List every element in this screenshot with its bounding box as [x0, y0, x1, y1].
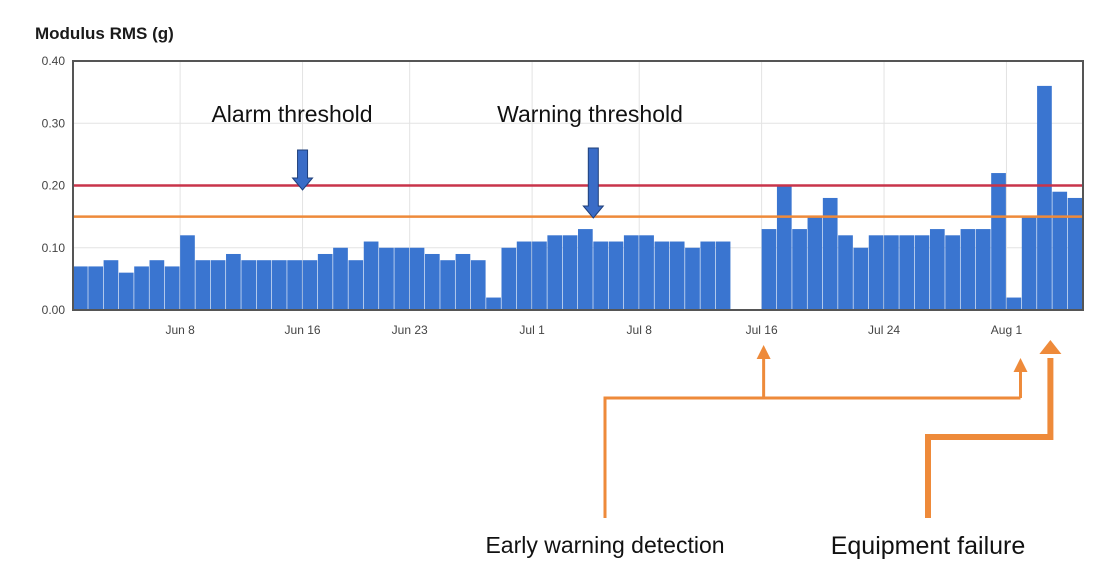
y-tick-label: 0.10	[42, 241, 66, 255]
warning-threshold-label: Warning threshold	[497, 101, 683, 127]
series-bar	[1052, 191, 1068, 310]
series-bar	[593, 241, 609, 310]
series-bar	[241, 260, 257, 310]
series-bar	[1006, 297, 1022, 310]
series-bar	[409, 247, 425, 310]
x-tick-label: Jul 24	[868, 323, 900, 337]
series-bar	[103, 260, 119, 310]
series-bar	[302, 260, 318, 310]
y-tick-label: 0.00	[42, 303, 66, 317]
series-bar	[180, 235, 195, 310]
series-bar	[532, 241, 547, 310]
series-bar	[118, 272, 134, 310]
y-tick-label: 0.20	[42, 179, 66, 193]
series-bar	[868, 235, 884, 310]
series-bar	[838, 235, 853, 310]
series-bar	[73, 266, 88, 310]
series-bar	[945, 235, 960, 310]
series-bar	[287, 260, 302, 310]
x-tick-label: Jul 8	[627, 323, 653, 337]
alarm-threshold-label: Alarm threshold	[211, 101, 372, 127]
series-bar	[547, 235, 563, 310]
equipment-failure-label: Equipment failure	[831, 532, 1026, 560]
series-bar	[822, 197, 838, 310]
series-bar	[654, 241, 670, 310]
series-bar	[271, 260, 287, 310]
series-bar	[134, 266, 149, 310]
series-bar	[256, 260, 272, 310]
series-bar	[669, 241, 685, 310]
series-bar	[578, 229, 593, 310]
series-bar	[929, 229, 945, 310]
chart-title: Modulus RMS (g)	[35, 24, 174, 43]
series-bar	[470, 260, 486, 310]
series-bar	[501, 247, 517, 310]
series-bar	[348, 260, 364, 310]
early-warning-label: Early warning detection	[485, 532, 724, 558]
series-bar	[991, 173, 1006, 310]
series-bar	[884, 235, 899, 310]
x-tick-label: Jun 16	[285, 323, 321, 337]
series-bar	[363, 241, 379, 310]
x-tick-label: Jul 1	[519, 323, 545, 337]
early-warning-arrowhead	[1013, 358, 1028, 372]
x-tick-label: Aug 1	[991, 323, 1023, 337]
series-bar	[960, 229, 976, 310]
x-tick-label: Jul 16	[746, 323, 778, 337]
series-bar	[486, 297, 501, 310]
series-bar	[1021, 216, 1037, 310]
series-bar	[715, 241, 731, 310]
y-tick-label: 0.40	[42, 54, 66, 68]
series-bar	[317, 253, 333, 310]
early-warning-arrowhead	[756, 345, 771, 359]
series-bar	[914, 235, 930, 310]
series-bar	[792, 229, 807, 310]
series-bar	[562, 235, 578, 310]
series-bar	[1067, 197, 1083, 310]
series-bar	[440, 260, 455, 310]
early-warning-connector	[603, 396, 1021, 518]
series-bar	[623, 235, 639, 310]
series-bar	[149, 260, 165, 310]
series-bar	[394, 247, 410, 310]
series-bar	[210, 260, 226, 310]
annotations: Alarm threshold Warning threshold Early wa…	[211, 101, 1062, 560]
y-tick-label: 0.30	[42, 116, 66, 130]
series-bar	[761, 229, 777, 310]
series-bar	[776, 185, 792, 310]
alarm-threshold-arrow	[291, 149, 314, 191]
equipment-failure-connector	[925, 358, 1054, 518]
x-axis-ticks: Jun 8 Jun 16 Jun 23 Jul 1 Jul 8 Jul 16 Jul 24 A…	[165, 323, 1022, 337]
series-bar	[333, 247, 348, 310]
series-bar	[685, 247, 700, 310]
series-bar	[379, 247, 394, 310]
y-axis-ticks: 0.00 0.10 0.20 0.30 0.40	[42, 54, 66, 317]
series-bar	[608, 241, 624, 310]
series-bar	[424, 253, 440, 310]
series-bar	[975, 229, 991, 310]
x-tick-label: Jun 8	[165, 323, 195, 337]
series-bar	[455, 253, 471, 310]
series-bar	[853, 247, 869, 310]
x-tick-label: Jun 23	[392, 323, 428, 337]
series-bar	[226, 253, 241, 310]
series-bar	[516, 241, 532, 310]
series-bar	[899, 235, 915, 310]
warning-threshold-arrow	[582, 147, 605, 219]
series-bar	[807, 216, 823, 310]
series-bar	[1037, 85, 1052, 311]
equipment-failure-arrowhead	[1039, 340, 1062, 354]
series-bar	[195, 260, 211, 310]
series-bar	[88, 266, 104, 310]
plot-frame	[72, 60, 1084, 311]
threshold-lines	[73, 184, 1083, 218]
series-bar	[164, 266, 180, 310]
series-bar	[700, 241, 716, 310]
series-bar	[639, 235, 654, 310]
series-area	[73, 85, 1083, 311]
